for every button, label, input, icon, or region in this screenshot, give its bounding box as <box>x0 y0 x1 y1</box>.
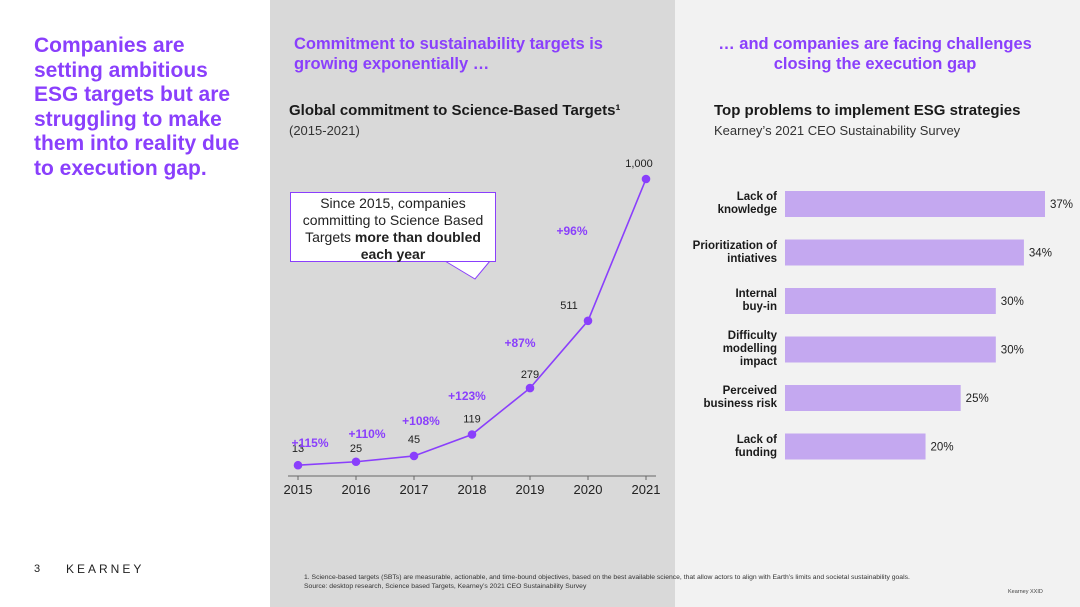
left-panel <box>0 0 270 607</box>
problem-bar <box>785 191 1045 217</box>
problem-bar <box>785 385 961 411</box>
value-label: 511 <box>560 300 578 312</box>
growth-label: +87% <box>504 336 535 350</box>
x-tick-label: 2018 <box>458 482 487 497</box>
bar-category-label-line: business risk <box>703 398 777 410</box>
bar-category-label: Perceived business risk <box>667 385 777 411</box>
problem-bar <box>785 239 1024 266</box>
bar-category-label-line: buy-in <box>742 301 778 313</box>
data-point <box>467 430 477 439</box>
bar-category-label: Internal buy-in <box>667 288 777 314</box>
bar-category-label-line: Lack of <box>736 433 777 446</box>
problem-bar <box>785 336 996 363</box>
bar-category-label: Lack of funding <box>667 434 777 460</box>
bar-value-label: 20% <box>931 442 954 454</box>
x-tick-label: 2015 <box>284 482 313 497</box>
bar-category-label-line: Prioritization of <box>692 239 777 252</box>
value-label: 279 <box>521 369 539 381</box>
value-label: 45 <box>408 434 420 446</box>
line-chart-title: Global commitment to Science-Based Targe… <box>289 102 621 119</box>
data-point <box>293 460 303 470</box>
bar-value-label: 25% <box>966 393 989 405</box>
x-tick-label: 2020 <box>574 482 603 497</box>
growth-label: +123% <box>448 389 486 403</box>
bar-value-label: 37% <box>1050 199 1073 211</box>
right-heading: … and companies are facing challenges cl… <box>718 35 1032 73</box>
data-point <box>525 383 535 393</box>
bar-value-label: 30% <box>1001 296 1024 308</box>
bar-category-label-line: Perceived <box>722 385 777 397</box>
line-chart: 2015 2016 2017 2018 2019 2020 2021 13 25 45 119 27… <box>284 158 661 497</box>
growth-label: +110% <box>348 427 385 441</box>
bar-category-label-line: funding <box>734 446 777 459</box>
bar-category-label: Lack of knowledge <box>667 191 777 217</box>
bar-category-label-line: intiatives <box>727 252 777 265</box>
callout-bold-text: more than doubled each year <box>354 229 481 262</box>
bar-chart-title: Top problems to implement ESG strategies <box>714 102 1021 119</box>
bar-category-label-line: knowledge <box>717 204 777 216</box>
bar-value-label: 30% <box>1001 345 1024 357</box>
growth-label: +96% <box>556 224 587 238</box>
bar-value-label: 34% <box>1029 248 1052 260</box>
page-number: 3 <box>34 563 41 575</box>
growth-label: +108% <box>402 414 440 428</box>
bar-category-label-line: Internal <box>735 288 777 300</box>
bar-chart: 37% 34% 30% 30% 25% 20% <box>785 191 1073 460</box>
brand-logo-text: KEARNEY <box>66 562 145 576</box>
slide-headline: Companies are setting ambitious ESG targ… <box>34 34 240 180</box>
growth-label: +115% <box>291 436 328 450</box>
credit-text: Kearney XXID <box>1008 589 1043 595</box>
middle-heading: Commitment to sustainability targets is … <box>294 35 603 73</box>
footnotes: 1. Science-based targets (SBTs) are meas… <box>304 574 910 591</box>
data-point <box>641 174 651 184</box>
footnote-definition: 1. Science-based targets (SBTs) are meas… <box>304 574 910 581</box>
data-point <box>351 457 361 467</box>
problem-bar <box>785 433 926 460</box>
bar-category-label: Prioritization of intiatives <box>667 240 777 266</box>
bar-category-label-line: Lack of <box>736 191 777 203</box>
data-point <box>409 451 419 461</box>
bar-category-label-line: modelling <box>722 343 777 355</box>
bar-category-label-line: impact <box>739 356 777 368</box>
callout-text: Since 2015, companies committing to Scie… <box>302 195 484 245</box>
data-point <box>583 316 593 326</box>
value-label: 13 <box>292 443 304 455</box>
footnote-source: Source: desktop research, Science based … <box>304 582 587 590</box>
value-label: 25 <box>350 443 362 455</box>
x-tick-label: 2017 <box>400 482 429 497</box>
bar-category-label-line: Difficulty <box>727 330 777 342</box>
bar-chart-subtitle: Kearney’s 2021 CEO Sustainability Survey <box>714 123 961 138</box>
callout-box: Since 2015, companies committing to Scie… <box>290 192 496 262</box>
value-label: 119 <box>463 413 481 425</box>
problem-bar <box>785 288 996 314</box>
bar-category-label: Difficulty modelling impact <box>667 330 777 369</box>
x-tick-label: 2016 <box>342 482 371 497</box>
x-tick-label: 2021 <box>632 482 661 497</box>
value-label: 1,000 <box>625 158 653 170</box>
middle-panel <box>270 0 675 607</box>
x-tick-label: 2019 <box>516 482 545 497</box>
line-chart-subtitle: (2015-2021) <box>289 123 360 138</box>
